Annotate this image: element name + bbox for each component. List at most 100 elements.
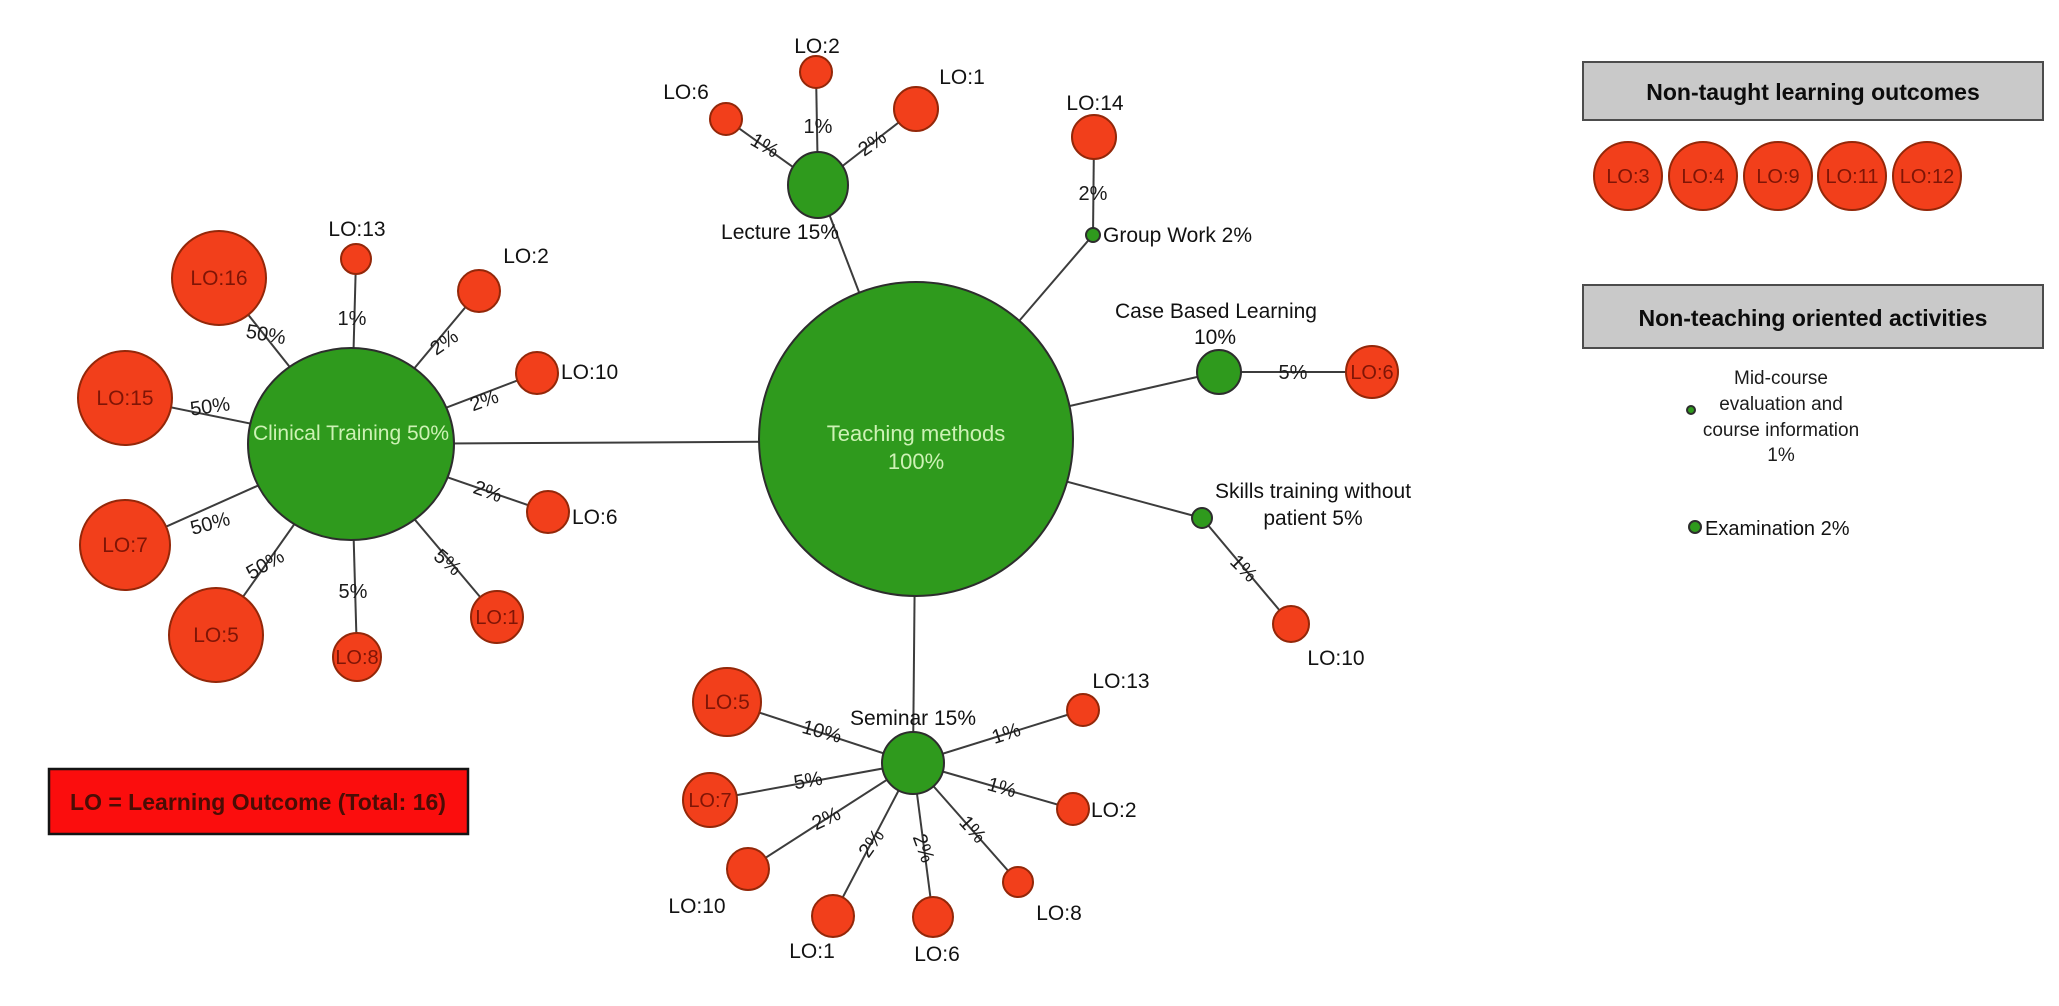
clinical-training-circle — [247, 347, 455, 541]
group-work-label: Group Work 2% — [1103, 224, 1252, 247]
clinical-sat-lo10-circle — [515, 351, 559, 395]
seminar-sat-lo6-label: LO:6 — [914, 943, 960, 966]
edge-skills-lo10 — [1201, 517, 1292, 625]
cluster-skills-training: Skills training without patient 5% LO:10… — [1191, 480, 1411, 670]
clinical-sat-lo5-circle — [168, 587, 264, 683]
cluster-group-work: Group Work 2% LO:14 2% — [1066, 92, 1252, 247]
seminar-sat-lo13-label: LO:13 — [1092, 670, 1149, 693]
legend-rect — [47, 767, 470, 836]
group-sat-lo14-label: LO:14 — [1066, 92, 1124, 115]
clinical-sat-lo5-label: LO:5 — [193, 624, 239, 647]
seminar-sat-lo1-circle — [811, 894, 855, 938]
clinical-sat-lo10-pct: 2% — [467, 386, 502, 417]
case-sat-lo6-label: LO:6 — [1350, 362, 1393, 384]
seminar-sat-lo13-pct: 1% — [989, 719, 1023, 749]
non-taught-title: Non-taught learning outcomes — [1646, 79, 1980, 105]
cluster-case-based: Case Based Learning 10% LO:6 5% — [1115, 300, 1399, 399]
clinical-sat-lo15-circle — [77, 350, 173, 446]
panel-non-teaching: Non-teaching oriented activities Mid-cou… — [1582, 284, 2044, 540]
skills-sat-lo10-circle — [1272, 605, 1310, 643]
seminar-sat-lo7-label: LO:7 — [688, 790, 731, 812]
seminar-sat-lo2-pct: 1% — [985, 773, 1019, 802]
clinical-sat-lo16-circle — [171, 230, 267, 326]
group-work-dot — [1085, 227, 1101, 243]
seminar-label: Seminar 15% — [850, 707, 976, 730]
seminar-sat-lo6-pct: 2% — [908, 831, 939, 866]
seminar-sat-lo2-circle — [1056, 792, 1090, 826]
clinical-sat-lo6-circle — [526, 490, 570, 534]
clinical-sat-lo1-label: LO:1 — [475, 607, 518, 629]
examination-label: Examination 2% — [1705, 518, 1850, 540]
seminar-sat-lo10-label: LO:10 — [668, 895, 725, 918]
non-taught-lo3-label: LO:3 — [1606, 166, 1649, 188]
lecture-sat-lo6-pct: 1% — [746, 129, 782, 163]
non-taught-lo3-circle — [1593, 141, 1663, 211]
case-based-pct: 10% — [1194, 326, 1236, 349]
clinical-sat-lo16-label: LO:16 — [190, 267, 247, 290]
non-taught-lo4-label: LO:4 — [1681, 166, 1724, 188]
non-taught-lo9-circle — [1743, 141, 1813, 211]
lecture-sat-lo2-pct: 1% — [804, 116, 833, 138]
clinical-sat-lo6-label: LO:6 — [572, 506, 618, 529]
seminar-sat-lo5-circle — [692, 667, 762, 737]
non-taught-lo11-circle — [1817, 141, 1887, 211]
skills-label-line1: Skills training without — [1215, 480, 1411, 503]
skills-label-line2: patient 5% — [1263, 507, 1362, 530]
seminar-sat-lo5-label: LO:5 — [704, 691, 750, 714]
cluster-seminar: Seminar 15% LO:5 10% LO:7 5% LO:10 2% LO… — [668, 667, 1150, 966]
clinical-sat-lo1-circle — [470, 590, 524, 644]
mid-course-line3: course information — [1703, 420, 1859, 441]
clinical-sat-lo7-label: LO:7 — [102, 534, 148, 557]
group-sat-lo14-pct: 2% — [1079, 183, 1108, 205]
teaching-methods-label-line2: 100% — [888, 449, 944, 474]
case-sat-lo6-circle — [1345, 345, 1399, 399]
legend-box: LO = Learning Outcome (Total: 16) — [47, 767, 470, 836]
lecture-sat-lo1-label: LO:1 — [939, 66, 985, 89]
mid-course-dot — [1686, 405, 1696, 415]
non-taught-lo12-label: LO:12 — [1900, 166, 1954, 188]
clinical-sat-lo8-pct: 5% — [339, 581, 368, 603]
clinical-sat-lo2-pct: 2% — [426, 325, 462, 360]
skills-sat-lo10-label: LO:10 — [1307, 647, 1364, 670]
skills-dot — [1191, 507, 1213, 529]
clinical-sat-lo16-pct: 50% — [244, 321, 287, 350]
non-taught-lo4-circle — [1668, 141, 1738, 211]
case-based-circle — [1196, 349, 1242, 395]
clinical-sat-lo15-label: LO:15 — [96, 387, 153, 410]
clinical-sat-lo6-pct: 2% — [470, 477, 505, 508]
non-taught-lo9-label: LO:9 — [1756, 166, 1799, 188]
case-sat-lo6-pct: 5% — [1279, 362, 1308, 384]
lecture-sat-lo2-label: LO:2 — [794, 35, 840, 58]
seminar-sat-lo1-label: LO:1 — [789, 940, 835, 963]
teaching-methods-circle — [758, 281, 1074, 597]
non-taught-header-rect — [1582, 61, 2044, 121]
group-sat-lo14-circle — [1071, 114, 1117, 160]
clinical-sat-lo2-circle — [457, 269, 501, 313]
clinical-sat-lo2-label: LO:2 — [503, 245, 549, 268]
seminar-sat-lo10-circle — [726, 847, 770, 891]
panel-non-taught: Non-taught learning outcomes LO:3 LO:4 L… — [1582, 61, 2044, 211]
seminar-sat-lo7-pct: 5% — [792, 768, 825, 795]
seminar-sat-lo13-circle — [1066, 693, 1100, 727]
lecture-sat-lo2-circle — [799, 55, 833, 89]
clinical-sat-lo15-pct: 50% — [189, 393, 232, 420]
case-based-title: Case Based Learning — [1115, 300, 1317, 323]
examination-dot — [1688, 520, 1702, 534]
seminar-sat-lo8-label: LO:8 — [1036, 902, 1082, 925]
non-taught-lo12-circle — [1892, 141, 1962, 211]
lecture-sat-lo6-circle — [709, 102, 743, 136]
teaching-methods-label-line1: Teaching methods — [827, 421, 1006, 446]
lecture-sat-lo6-label: LO:6 — [663, 81, 709, 104]
legend-text: LO = Learning Outcome (Total: 16) — [70, 789, 446, 815]
mid-course-line2: evaluation and — [1719, 394, 1843, 415]
non-taught-lo11-label: LO:11 — [1826, 166, 1879, 188]
clinical-training-label: Clinical Training 50% — [253, 422, 449, 445]
clinical-sat-lo13-label: LO:13 — [328, 218, 385, 241]
clinical-sat-lo13-circle — [340, 243, 372, 275]
clinical-sat-lo10-label: LO:10 — [561, 361, 618, 384]
lecture-sat-lo1-circle — [893, 86, 939, 132]
seminar-sat-lo5-pct: 10% — [800, 716, 845, 748]
cluster-clinical-training: Clinical Training 50% LO:16 50% LO:13 1%… — [77, 218, 618, 683]
seminar-circle — [881, 731, 945, 795]
